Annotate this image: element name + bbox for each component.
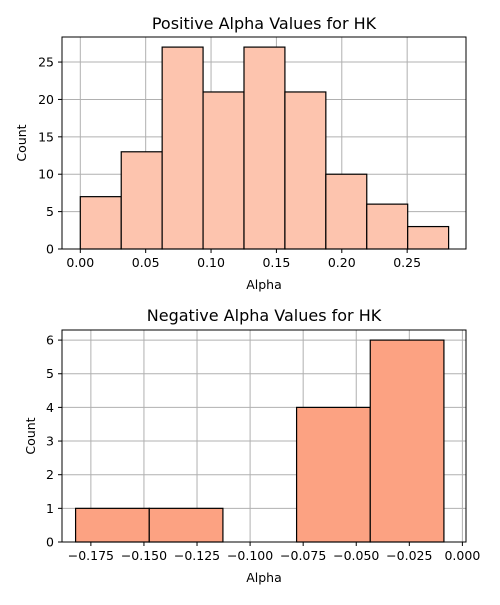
x-tick-label: −0.075 — [280, 548, 326, 563]
histogram-bar — [295, 406, 371, 543]
chart-title: Negative Alpha Values for HK — [147, 306, 382, 325]
y-tick-label: 10 — [38, 167, 54, 182]
histogram-bar — [366, 203, 409, 250]
ticks: −0.175 −0.150 −0.125 −0.100 −0.075 −0.050 −0.0… — [46, 333, 480, 563]
plot-frame — [61, 329, 467, 543]
histogram-bar — [243, 46, 286, 250]
histogram-bar — [148, 507, 224, 543]
x-tick-label: 0.000 — [444, 548, 480, 563]
y-tick-label: 0 — [46, 242, 54, 257]
x-tick-label: −0.175 — [68, 548, 114, 563]
histogram-bar — [284, 91, 327, 250]
negative-alpha-chart: Negative Alpha Values for HK Alpha Count… — [23, 306, 480, 585]
histogram-bar — [79, 196, 122, 250]
histogram-bar — [202, 91, 245, 250]
x-tick-label: −0.050 — [333, 548, 379, 563]
x-axis-label: Alpha — [246, 570, 282, 585]
y-tick-label: 0 — [46, 535, 54, 550]
y-tick-label: 15 — [38, 129, 54, 144]
y-tick-label: 5 — [46, 366, 54, 381]
x-tick-label: 0.25 — [393, 255, 421, 270]
y-tick-label: 2 — [46, 467, 54, 482]
histogram-bar — [369, 339, 445, 543]
x-tick-label: 0.20 — [328, 255, 356, 270]
histogram-bar — [74, 507, 150, 543]
y-tick-label: 25 — [38, 55, 54, 70]
bars — [74, 339, 445, 543]
plot-frame — [61, 36, 467, 250]
y-axis-label: Count — [23, 417, 38, 454]
x-tick-label: 0.15 — [262, 255, 290, 270]
y-tick-label: 1 — [46, 501, 54, 516]
chart-title: Positive Alpha Values for HK — [152, 14, 377, 33]
y-tick-label: 6 — [46, 333, 54, 348]
x-tick-label: 0.00 — [66, 255, 94, 270]
ticks: 0.00 0.05 0.10 0.15 0.20 0.25 0 5 10 15 20 25 — [38, 55, 421, 270]
y-axis-label: Count — [14, 124, 29, 161]
histogram-bar — [120, 151, 163, 250]
y-tick-label: 4 — [46, 400, 54, 415]
x-tick-label: −0.150 — [121, 548, 167, 563]
y-tick-label: 20 — [38, 92, 54, 107]
bars — [79, 46, 450, 250]
histogram-bar — [407, 225, 450, 250]
x-axis-label: Alpha — [246, 277, 282, 292]
positive-alpha-chart: Positive Alpha Values for HK Alpha Count… — [14, 14, 467, 292]
x-tick-label: −0.025 — [386, 548, 432, 563]
y-tick-label: 5 — [46, 204, 54, 219]
histogram-bar — [325, 173, 368, 250]
x-tick-label: −0.125 — [174, 548, 220, 563]
y-tick-label: 3 — [46, 434, 54, 449]
x-tick-label: −0.100 — [227, 548, 273, 563]
x-tick-label: 0.10 — [197, 255, 225, 270]
histogram-bar — [161, 46, 204, 250]
x-tick-label: 0.05 — [132, 255, 160, 270]
